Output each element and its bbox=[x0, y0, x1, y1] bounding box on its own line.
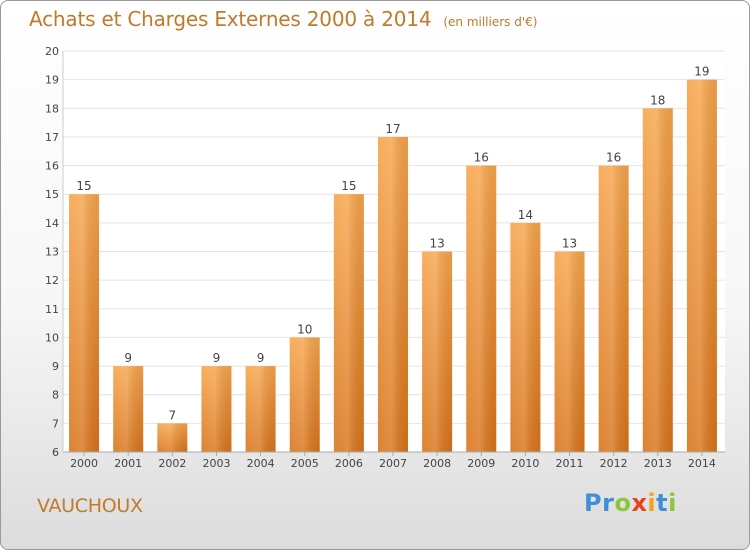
logo-letter: i bbox=[647, 489, 657, 517]
data-label: 7 bbox=[169, 408, 177, 422]
data-label: 13 bbox=[429, 237, 444, 251]
bar-highlight bbox=[69, 194, 100, 452]
y-tick-label: 13 bbox=[45, 246, 59, 259]
data-label: 14 bbox=[518, 208, 533, 222]
y-tick-label: 10 bbox=[45, 331, 59, 344]
data-label: 9 bbox=[213, 351, 221, 365]
x-tick-label: 2003 bbox=[202, 457, 230, 470]
data-label: 9 bbox=[257, 351, 265, 365]
bar-highlight bbox=[289, 337, 320, 452]
bar-highlight bbox=[598, 165, 629, 453]
x-tick-label: 2011 bbox=[556, 457, 584, 470]
logo-letter: x bbox=[631, 489, 648, 517]
logo-letter: P bbox=[584, 489, 603, 517]
y-tick-label: 15 bbox=[45, 188, 59, 201]
bar-highlight bbox=[422, 251, 453, 452]
bar-highlight bbox=[378, 136, 408, 452]
x-tick-label: 2007 bbox=[379, 457, 407, 470]
title-row: Achats et Charges Externes 2000 à 2014 (e… bbox=[29, 7, 537, 31]
x-tick-label: 2014 bbox=[688, 457, 716, 470]
y-tick-label: 11 bbox=[45, 303, 59, 316]
bar-highlight bbox=[466, 165, 497, 453]
data-label: 16 bbox=[474, 151, 489, 165]
data-label: 15 bbox=[76, 179, 91, 193]
data-label: 18 bbox=[650, 93, 665, 107]
y-tick-label: 20 bbox=[45, 45, 59, 58]
logo-letter: i bbox=[668, 489, 677, 517]
x-tick-label: 2008 bbox=[423, 457, 451, 470]
logo-letter: o bbox=[614, 489, 632, 517]
x-tick-label: 2005 bbox=[291, 457, 319, 470]
x-tick-label: 2000 bbox=[70, 457, 98, 470]
x-tick-label: 2009 bbox=[467, 457, 495, 470]
x-tick-label: 2013 bbox=[644, 457, 672, 470]
commune-name: VAUCHOUX bbox=[37, 495, 143, 517]
data-label: 19 bbox=[694, 65, 709, 79]
bar-highlight bbox=[245, 366, 276, 452]
y-tick-label: 12 bbox=[45, 274, 59, 287]
x-tick-label: 2006 bbox=[335, 457, 363, 470]
x-tick-label: 2001 bbox=[114, 457, 142, 470]
bar-highlight bbox=[642, 108, 673, 453]
x-tick-label: 2002 bbox=[158, 457, 186, 470]
bar-highlight bbox=[157, 423, 188, 452]
y-tick-label: 16 bbox=[45, 160, 59, 173]
data-label: 9 bbox=[124, 351, 132, 365]
bar-highlight bbox=[113, 366, 144, 452]
chart-title: Achats et Charges Externes 2000 à 2014 bbox=[29, 7, 432, 31]
data-label: 10 bbox=[297, 322, 312, 336]
bar-highlight bbox=[201, 366, 232, 452]
bar-highlight bbox=[554, 251, 585, 452]
data-label: 16 bbox=[606, 151, 621, 165]
logo-letter: r bbox=[602, 489, 615, 517]
proxiti-logo: Proxiti bbox=[584, 489, 677, 517]
y-tick-label: 17 bbox=[45, 131, 59, 144]
bar-highlight bbox=[510, 222, 541, 452]
data-label: 13 bbox=[562, 237, 577, 251]
bar-highlight bbox=[686, 79, 717, 453]
x-tick-label: 2004 bbox=[247, 457, 275, 470]
y-tick-label: 19 bbox=[45, 74, 59, 87]
y-tick-label: 8 bbox=[52, 389, 59, 402]
bar-highlight bbox=[333, 194, 364, 452]
y-tick-label: 9 bbox=[52, 360, 59, 373]
data-label: 15 bbox=[341, 179, 356, 193]
x-tick-label: 2010 bbox=[511, 457, 539, 470]
y-tick-label: 6 bbox=[52, 446, 59, 459]
y-tick-label: 18 bbox=[45, 102, 59, 115]
y-tick-label: 14 bbox=[45, 217, 59, 230]
logo-letter: t bbox=[656, 489, 669, 517]
y-tick-label: 7 bbox=[52, 417, 59, 430]
data-label: 17 bbox=[385, 122, 400, 136]
x-tick-label: 2012 bbox=[600, 457, 628, 470]
chart-subtitle: (en milliers d'€) bbox=[443, 15, 538, 29]
